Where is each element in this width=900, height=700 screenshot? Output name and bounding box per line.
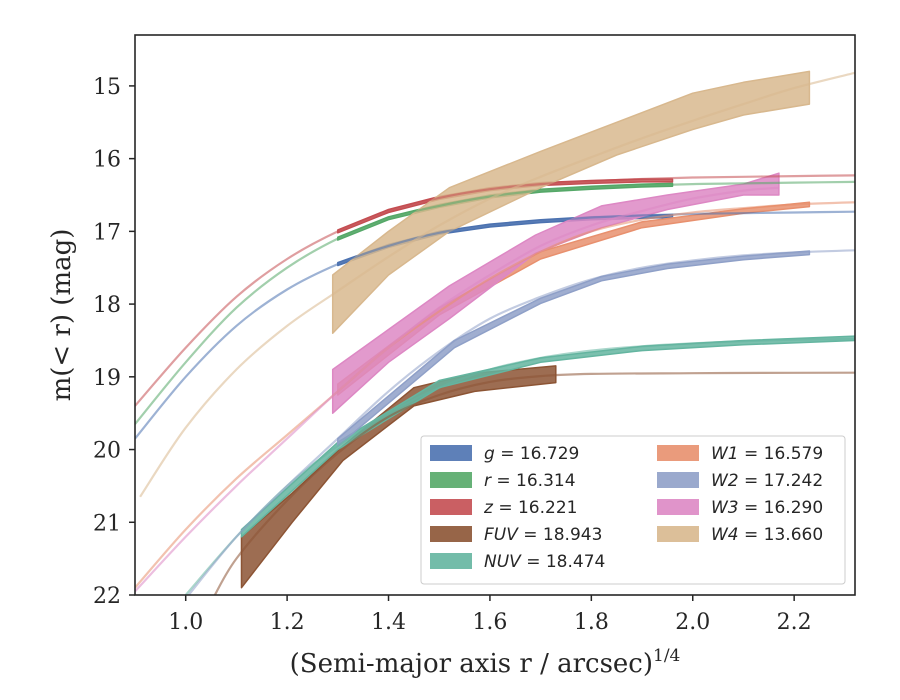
model-curves (135, 71, 855, 595)
legend-swatch-r (430, 472, 472, 488)
legend-frame (420, 435, 846, 585)
y-tick-label: 18 (93, 293, 121, 318)
y-tick-label: 20 (93, 439, 121, 464)
legend-label-r: r = 16.314 (484, 471, 576, 491)
y-tick-label: 21 (93, 511, 121, 536)
legend-swatch-w4 (657, 526, 699, 542)
model-curve-w2 (187, 249, 855, 595)
x-axis: 1.0 1.2 1.4 1.6 1.8 2.0 2.2 (168, 595, 812, 635)
legend-swatch-w2 (657, 472, 699, 488)
legend-label-fuv: FUV = 18.943 (484, 525, 602, 545)
x-axis-title-main: (Semi-major axis r / arcsec) (290, 649, 653, 679)
model-curve-w4 (139, 71, 855, 498)
legend-swatch-fuv (430, 526, 472, 542)
legend-label-w3: W3 = 16.290 (711, 498, 823, 518)
band-nuv (240, 335, 855, 538)
x-tick-label: 1.6 (472, 610, 507, 635)
model-curve-fuv (213, 371, 855, 595)
y-tick-label: 15 (93, 75, 121, 100)
legend-label-w1: W1 = 16.579 (711, 444, 823, 464)
legend-swatch-nuv (430, 553, 472, 569)
band-w3 (331, 172, 780, 414)
legend-label-g: g = 16.729 (484, 444, 579, 464)
model-curve-g (135, 210, 855, 440)
legend-label-nuv: NUV = 18.474 (484, 552, 605, 572)
x-tick-label: 1.4 (371, 610, 406, 635)
legend-label-w2: W2 = 17.242 (711, 471, 823, 491)
x-tick-label: 2.0 (675, 610, 710, 635)
legend: g = 16.729 r = 16.314 z = 16.221 FUV = 18.9… (420, 435, 846, 585)
legend-swatch-w1 (657, 445, 699, 461)
y-tick-label: 19 (93, 366, 121, 391)
y-tick-label: 17 (93, 220, 121, 245)
legend-swatch-g (430, 445, 472, 461)
x-tick-label: 1.2 (270, 610, 305, 635)
x-axis-title-exponent: 1/4 (653, 646, 680, 666)
model-curve-w3 (135, 186, 779, 593)
legend-label-w4: W4 = 13.660 (711, 525, 823, 545)
plot-frame (134, 34, 856, 596)
model-curve-z (135, 174, 855, 407)
legend-swatch-z (430, 499, 472, 515)
band-w2 (337, 250, 811, 447)
legend-swatch-w3 (657, 499, 699, 515)
model-curve-r (135, 180, 855, 425)
x-axis-title: (Semi-major axis r / arcsec)1/4 (290, 646, 681, 679)
x-tick-label: 1.0 (168, 610, 203, 635)
legend-label-z: z = 16.221 (483, 498, 577, 518)
y-tick-label: 16 (93, 148, 121, 173)
y-axis: 15 16 17 18 19 20 21 22 (93, 75, 135, 609)
x-tick-label: 2.2 (777, 610, 812, 635)
x-tick-label: 1.8 (574, 610, 609, 635)
y-axis-title: m(< r) (mag) (47, 229, 77, 402)
y-tick-label: 22 (93, 584, 121, 609)
model-curve-w1 (135, 201, 855, 589)
